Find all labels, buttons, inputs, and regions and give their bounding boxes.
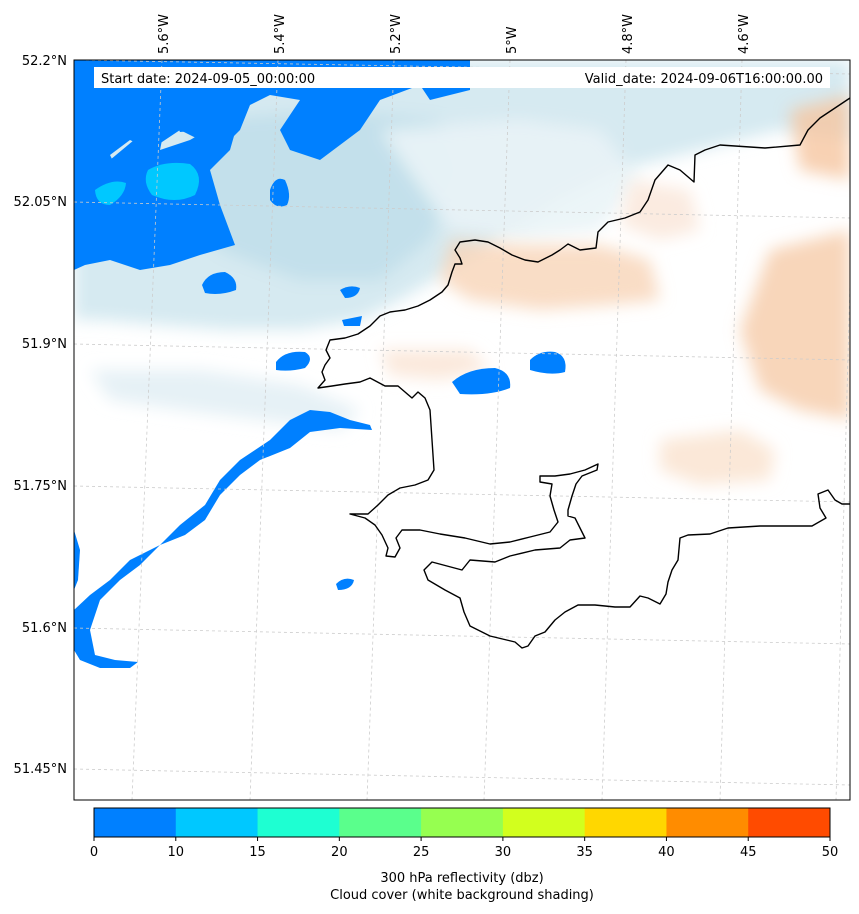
colorbar-tick-label-0: 0 xyxy=(90,845,98,860)
colorbar-segment-10-15 xyxy=(175,808,259,837)
valid-date-text: Valid_date: 2024-09-06T16:00:00.00 xyxy=(585,72,823,87)
lat-label-51.9N: 51.9°N xyxy=(22,337,67,352)
refl-blob-2 xyxy=(202,272,237,294)
colorbar-segment-25-30 xyxy=(421,808,504,837)
lon-label-5W: 5°W xyxy=(505,26,520,54)
cloud-patch-west xyxy=(90,370,360,430)
refl-blob-6 xyxy=(530,351,566,374)
lat-label-51.45N: 51.45°N xyxy=(14,762,67,777)
colorbar-tick-label-45: 45 xyxy=(740,845,757,860)
colorbar-segment-40-45 xyxy=(666,808,749,837)
refl-blob-7 xyxy=(452,368,511,395)
refl-blob-4 xyxy=(342,316,362,326)
orange-patch-ridge xyxy=(620,180,700,240)
orange-patch-northeast xyxy=(790,95,850,180)
colorbar-tick-label-20: 20 xyxy=(331,845,348,860)
header-box xyxy=(94,67,830,88)
colorbar-tick-label-10: 10 xyxy=(168,845,185,860)
refl-cyan-2 xyxy=(95,181,126,205)
lat-label-52.2N: 52.2°N xyxy=(22,54,67,69)
refl-streak-north xyxy=(178,127,195,132)
start-date-text: Start date: 2024-09-05_00:00:00 xyxy=(101,72,315,87)
colorbar-label-line2: Cloud cover (white background shading) xyxy=(330,888,594,903)
orange-patch-central xyxy=(440,240,660,310)
coastline xyxy=(317,97,850,649)
orange-patch-small xyxy=(380,350,490,380)
refl-cyan-1 xyxy=(145,162,199,200)
refl-band-southwest-edge xyxy=(74,530,80,590)
cloud-cover-shading xyxy=(74,60,850,430)
colorbar-label-line1: 300 hPa reflectivity (dbz) xyxy=(380,871,544,886)
lat-label-51.75N: 51.75°N xyxy=(14,479,67,494)
coastline-north xyxy=(317,97,850,649)
lat-label-51.6N: 51.6°N xyxy=(22,621,67,636)
refl-blob-3 xyxy=(340,286,360,298)
lon-label-4.6W: 4.6°W xyxy=(737,14,752,54)
colorbar-segment-20-25 xyxy=(339,808,422,837)
longitude-labels: 5.6°W 5.4°W 5.2°W 5°W 4.8°W 4.6°W xyxy=(157,14,752,54)
cloud-band-core xyxy=(180,110,460,280)
colorbar-segment-30-35 xyxy=(502,808,586,837)
colorbar-segment-15-20 xyxy=(257,808,340,837)
orange-patch-east xyxy=(740,230,850,420)
refl-blob-8 xyxy=(336,578,354,590)
colorbar-segment-45-50 xyxy=(748,808,831,837)
colorbar-tick-label-30: 30 xyxy=(495,845,512,860)
map-area xyxy=(74,60,850,800)
colorbar-tick-label-15: 15 xyxy=(249,845,266,860)
cloud-patch-mid xyxy=(380,120,640,240)
colorbar-segment-35-40 xyxy=(584,808,667,837)
lon-label-4.8W: 4.8°W xyxy=(621,14,636,54)
colorbar-segment-0-10 xyxy=(94,808,177,837)
colorbar: 0 10 15 20 25 30 35 40 45 50 xyxy=(90,807,839,860)
map-frame xyxy=(73,59,851,801)
latitude-labels: 52.2°N 52.05°N 51.9°N 51.75°N 51.6°N 51.… xyxy=(14,54,67,777)
colorbar-tick-label-40: 40 xyxy=(658,845,675,860)
lat-label-52.05N: 52.05°N xyxy=(14,195,67,210)
refl-blob-1 xyxy=(270,178,290,207)
lon-label-5.2W: 5.2°W xyxy=(389,14,404,54)
orange-shading xyxy=(380,95,850,485)
colorbar-frame xyxy=(93,807,831,838)
refl-region-northwest xyxy=(74,60,470,200)
orange-patch-south xyxy=(660,430,775,485)
reflectivity-10-15 xyxy=(95,162,199,205)
lon-label-5.6W: 5.6°W xyxy=(157,14,172,54)
refl-blob-5 xyxy=(276,351,310,371)
lon-label-5.4W: 5.4°W xyxy=(273,14,288,54)
colorbar-tick-label-50: 50 xyxy=(822,845,839,860)
colorbar-tick-label-25: 25 xyxy=(413,845,430,860)
colorbar-tick-label-35: 35 xyxy=(576,845,593,860)
